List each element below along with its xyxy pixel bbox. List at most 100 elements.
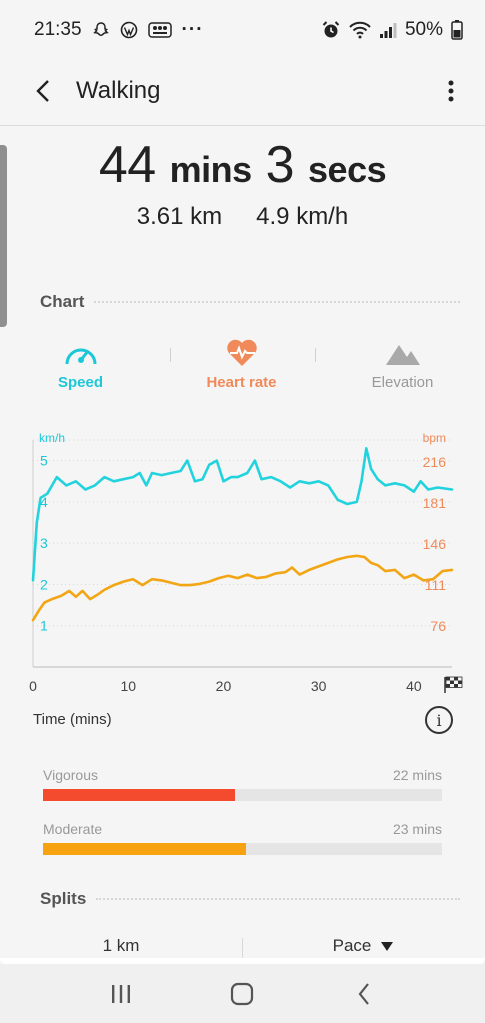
workout-summary: 44 mins 3 secs 3.61 km 4.9 km/h <box>0 135 485 231</box>
tab-speed-label: Speed <box>57 374 103 391</box>
tab-separator <box>315 348 316 362</box>
back-button[interactable] <box>30 77 58 105</box>
tab-separator <box>170 348 171 362</box>
left-tick-label: 3 <box>40 535 48 551</box>
more-options-button[interactable] <box>441 77 461 105</box>
flag-square <box>454 677 458 681</box>
intensity-value: 23 mins <box>392 821 442 837</box>
status-overflow: ··· <box>181 19 204 40</box>
duration-minutes-unit: mins <box>169 149 253 190</box>
duration: 44 mins 3 secs <box>0 135 485 195</box>
flag-square <box>446 684 450 688</box>
scroll-indicator[interactable] <box>0 145 7 327</box>
heart-pulse-icon <box>226 338 258 368</box>
tab-elevation-label: Elevation <box>371 374 434 391</box>
section-divider <box>96 898 460 900</box>
splits-section-header: Splits <box>40 889 460 909</box>
flag-square <box>454 684 458 688</box>
speedometer-icon <box>63 338 99 368</box>
chart-axes <box>32 440 463 693</box>
splits-distance-column: 1 km <box>0 936 242 966</box>
dropdown-arrow-icon <box>381 942 394 952</box>
recent-apps-button[interactable] <box>101 974 141 1014</box>
x-tick-label: 30 <box>311 678 327 694</box>
splits-col-label: 1 km <box>102 936 140 955</box>
tab-heart-rate[interactable]: Heart rate <box>161 338 322 398</box>
splits-table-header: 1 km Pace <box>0 936 485 966</box>
battery-percent: 50% <box>404 19 443 40</box>
snapchat-ghost-icon <box>92 21 110 39</box>
left-tick-label: 2 <box>40 576 48 592</box>
tab-heart-rate-label: Heart rate <box>206 374 277 391</box>
left-axis-unit: km/h <box>39 431 65 445</box>
x-tick-label: 20 <box>216 678 232 694</box>
x-tick-label: 40 <box>406 678 422 694</box>
intensity-vigorous: Vigorous 22 mins <box>43 767 442 801</box>
intensity-label: Moderate <box>43 821 103 837</box>
tab-speed[interactable]: Speed <box>0 338 161 398</box>
chart-labels: km/h bpm 1 2 3 4 5 76 111 146 181 216 0 10 20 30 40 <box>29 431 446 694</box>
signal-icon <box>379 21 397 39</box>
back-arrow-icon <box>36 80 49 102</box>
tab-elevation[interactable]: Elevation <box>322 338 483 398</box>
x-tick-label: 10 <box>120 678 136 694</box>
info-icon: i <box>436 710 442 730</box>
intensity-bar <box>43 789 442 801</box>
duration-seconds: 3 <box>265 136 295 194</box>
right-tick-label: 111 <box>425 577 446 593</box>
wifi-icon <box>349 21 371 39</box>
speed-heart-rate-chart[interactable]: km/h bpm 1 2 3 4 5 76 111 146 181 216 0 10 20 30 40 <box>0 420 485 705</box>
chart-svg: km/h bpm 1 2 3 4 5 76 111 146 181 216 0 10 20 30 40 <box>29 431 463 694</box>
boom-app-icon <box>147 22 172 38</box>
recent-apps-icon <box>111 984 130 1003</box>
status-time: 21:35 <box>34 19 82 40</box>
chart-section-title: Chart <box>40 292 85 311</box>
flag-square <box>450 680 454 684</box>
page-title: Walking <box>76 77 161 104</box>
back-nav-button[interactable] <box>344 974 384 1014</box>
intensity-bar <box>43 843 442 855</box>
more-vert-icon <box>448 80 454 102</box>
app-bar-divider <box>0 125 485 126</box>
right-tick-label: 181 <box>423 495 447 511</box>
intensity-bar-fill <box>43 843 247 855</box>
section-divider <box>94 301 460 303</box>
left-tick-label: 1 <box>40 618 48 634</box>
right-axis-unit: bpm <box>423 431 446 445</box>
home-button[interactable] <box>222 974 262 1014</box>
intensity-label: Vigorous <box>43 767 99 783</box>
column-divider <box>242 938 243 960</box>
navigation-bar <box>0 964 485 1023</box>
distance-value: 3.61 km <box>136 203 223 230</box>
summary-metrics: 3.61 km 4.9 km/h <box>0 203 485 231</box>
intensity-moderate: Moderate 23 mins <box>43 821 442 855</box>
left-tick-label: 5 <box>40 453 48 469</box>
intensity-bar-fill <box>43 789 235 801</box>
app-bar: Walking <box>0 60 485 122</box>
x-axis-title: Time (mins) <box>33 711 112 728</box>
x-tick-label: 0 <box>29 678 37 694</box>
pace-dropdown[interactable]: Pace <box>242 936 484 966</box>
duration-minutes: 44 <box>98 136 156 194</box>
left-tick-label: 4 <box>40 494 48 510</box>
chart-section-header: Chart <box>40 292 460 312</box>
avg-speed-value: 4.9 km/h <box>256 203 349 230</box>
battery-icon <box>451 20 463 40</box>
flag-border <box>445 676 463 688</box>
wordpress-icon <box>120 21 138 39</box>
flag-square <box>446 677 450 681</box>
series-line-heart-rate <box>31 554 454 622</box>
status-bar: 21:35 ··· 50% <box>0 0 485 60</box>
duration-seconds-unit: secs <box>308 149 387 190</box>
splits-section-title: Splits <box>40 889 87 908</box>
right-tick-label: 216 <box>423 454 447 470</box>
right-tick-label: 76 <box>430 618 446 634</box>
pace-dropdown-label: Pace <box>332 936 372 955</box>
home-icon <box>231 982 254 1005</box>
info-button[interactable]: i <box>425 706 453 734</box>
chart-series <box>31 447 454 622</box>
alarm-icon <box>321 20 341 40</box>
series-line-speed <box>31 447 454 582</box>
intensity-value: 22 mins <box>392 767 442 783</box>
chart-tabs: Speed Heart rate Elevation <box>0 338 485 398</box>
